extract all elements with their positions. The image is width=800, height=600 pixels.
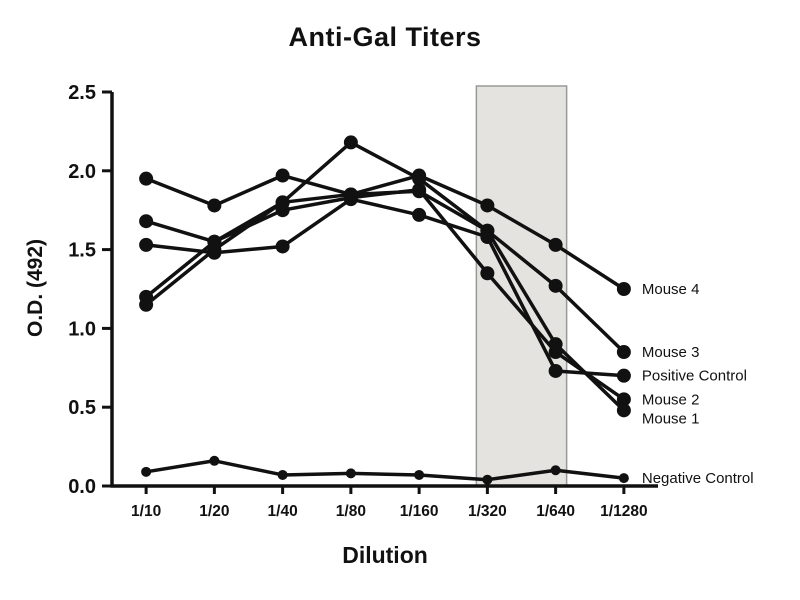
data-point — [616, 368, 631, 383]
data-point — [618, 473, 629, 484]
series-line-5 — [144, 189, 626, 413]
series-label: Negative Control — [642, 470, 754, 487]
data-point — [480, 223, 495, 238]
data-point — [482, 474, 493, 485]
x-tick-label: 1/40 — [268, 503, 298, 520]
data-point — [616, 403, 631, 418]
data-point — [550, 465, 561, 476]
data-point — [343, 187, 358, 202]
y-tick-label: 0.5 — [68, 397, 96, 419]
data-point — [480, 266, 495, 281]
data-point — [412, 207, 427, 222]
y-tick-label: 2.5 — [68, 82, 96, 104]
data-point — [548, 278, 563, 293]
data-point — [345, 468, 356, 479]
x-axis-title: Dilution — [342, 542, 428, 568]
series-label: Mouse 2 — [642, 391, 700, 408]
data-point — [141, 466, 152, 477]
data-point — [548, 237, 563, 252]
data-point — [414, 469, 425, 480]
data-point — [616, 392, 631, 407]
series-line-6 — [144, 459, 626, 482]
x-tick-label: 1/320 — [468, 503, 507, 520]
data-point — [480, 198, 495, 213]
y-tick-label: 1.5 — [68, 240, 96, 262]
series-label: Positive Control — [642, 368, 747, 385]
x-tick-label: 1/20 — [199, 503, 229, 520]
series-line-1 — [144, 173, 626, 291]
data-point — [548, 363, 563, 378]
y-tick-label: 0.0 — [68, 476, 96, 498]
data-point — [139, 237, 154, 252]
data-point — [412, 184, 427, 199]
x-tick-label: 1/1280 — [600, 503, 647, 520]
data-point — [616, 345, 631, 360]
data-point — [616, 282, 631, 296]
x-tick-label: 1/10 — [131, 503, 161, 520]
series-label: Mouse 1 — [642, 410, 700, 427]
data-point — [412, 171, 427, 186]
data-point — [207, 198, 222, 213]
x-tick-label: 1/160 — [400, 503, 439, 520]
y-tick-label: 1.0 — [68, 318, 96, 340]
x-tick-label: 1/640 — [536, 503, 575, 520]
chart-title: Anti-Gal Titers — [288, 22, 482, 52]
data-point — [207, 242, 222, 257]
series-label: Mouse 3 — [642, 344, 700, 361]
series-label: Mouse 4 — [642, 281, 700, 298]
data-point — [343, 135, 358, 150]
data-point — [275, 239, 290, 254]
data-point — [275, 195, 290, 210]
data-point — [548, 337, 563, 352]
data-point — [275, 168, 290, 183]
y-tick-label: 2.0 — [68, 161, 96, 183]
data-point — [209, 455, 220, 466]
series-line-3 — [144, 197, 626, 378]
data-point — [139, 214, 154, 229]
data-point — [139, 171, 154, 186]
data-point — [277, 469, 288, 480]
x-tick-label: 1/80 — [336, 503, 366, 520]
data-point — [139, 297, 154, 312]
